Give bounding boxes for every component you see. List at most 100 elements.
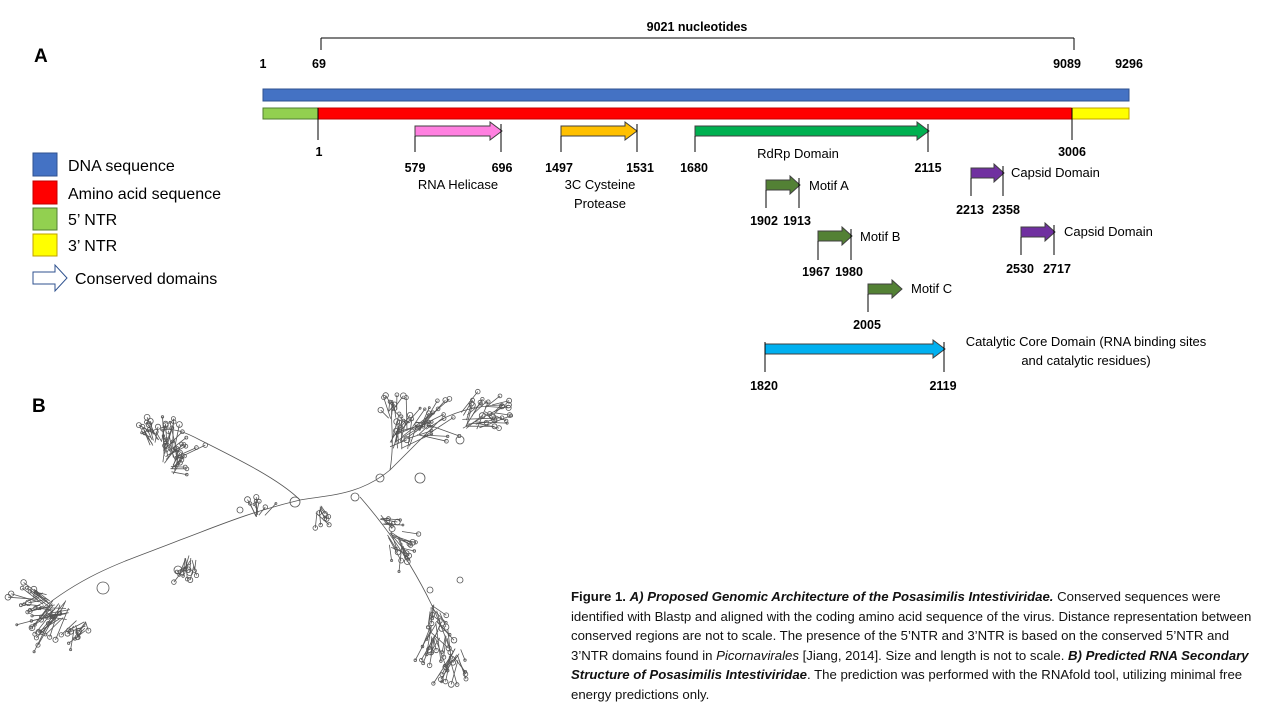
rna-loop xyxy=(443,663,447,668)
rna-stem xyxy=(427,613,431,628)
rna-loop xyxy=(497,393,503,399)
legend-swatch-amino-acid xyxy=(32,180,58,205)
domain-motif-a xyxy=(765,174,801,208)
panel-label-b: B xyxy=(32,396,46,417)
rna-loop xyxy=(194,445,199,450)
rna-loop xyxy=(391,405,398,412)
rna-loop xyxy=(385,516,391,522)
rna-loop xyxy=(69,648,73,652)
capsid-1-end: 2358 xyxy=(992,203,1020,217)
rna-stem xyxy=(417,421,433,428)
rna-loop xyxy=(28,624,36,631)
rna-stem xyxy=(176,447,197,457)
rna-loop xyxy=(67,628,75,635)
rna-stem xyxy=(33,588,51,602)
rna-loop xyxy=(58,632,64,638)
capsid-1-label: Capsid Domain xyxy=(1011,165,1100,180)
rna-loop xyxy=(442,397,449,404)
aa-tick-1: 1 xyxy=(316,145,323,159)
rna-loop xyxy=(170,439,175,444)
rna-loop xyxy=(387,399,392,404)
rna-stem xyxy=(424,400,438,423)
rna-loop xyxy=(425,625,430,630)
rna-loop xyxy=(435,398,440,403)
rna-stem xyxy=(169,422,178,452)
rna-stem xyxy=(68,630,86,644)
rna-stem xyxy=(173,424,180,452)
rna-loop xyxy=(67,641,71,645)
rna-loop xyxy=(403,436,411,444)
motif-c-label: Motif C xyxy=(911,281,952,296)
catalytic-core-arrow xyxy=(764,339,946,359)
rna-loop xyxy=(244,496,251,503)
five-prime-ntr-bar xyxy=(262,107,319,120)
protease-end: 1531 xyxy=(626,161,654,175)
rna-stem xyxy=(85,621,89,631)
rna-stem xyxy=(395,430,398,449)
rna-loop xyxy=(154,423,161,430)
rna-loop xyxy=(440,680,444,684)
rna-loop xyxy=(463,669,468,674)
motif-b-arrow xyxy=(817,225,853,247)
rna-loop xyxy=(493,418,498,423)
rna-loop xyxy=(435,406,441,412)
rna-loop xyxy=(414,472,426,484)
rna-stem xyxy=(396,421,399,444)
rna-loop xyxy=(177,572,182,577)
rna-loop xyxy=(413,658,417,662)
rna-stem xyxy=(462,399,473,416)
rna-stem xyxy=(452,655,466,673)
rna-loop xyxy=(449,659,456,666)
rdrp-start: 1680 xyxy=(680,161,708,175)
rna-loop xyxy=(187,577,194,584)
rna-loop xyxy=(253,494,260,501)
rna-loop xyxy=(428,628,432,632)
rna-stem xyxy=(465,405,473,427)
rna-stem xyxy=(145,421,160,441)
rna-loop xyxy=(500,403,504,407)
rna-stem xyxy=(61,620,77,636)
nt-tick-69: 69 xyxy=(312,57,326,71)
rna-loop xyxy=(375,473,385,483)
rna-loop xyxy=(463,658,467,662)
legend: DNA sequence Amino acid sequence 5’ NTR … xyxy=(32,152,221,293)
rna-loop xyxy=(185,472,189,477)
rna-stem xyxy=(460,649,466,661)
rna-stem xyxy=(390,531,399,553)
rna-stem xyxy=(419,412,430,431)
rna-loop xyxy=(382,392,389,399)
rna-loop xyxy=(400,392,407,400)
rna-loop xyxy=(439,659,443,663)
domain-rdrp xyxy=(694,121,930,152)
rna-loop xyxy=(446,396,453,402)
rna-helicase-end: 696 xyxy=(492,161,513,175)
motif-a-label: Motif A xyxy=(809,178,849,193)
rna-loop xyxy=(451,415,456,420)
rna-loop xyxy=(394,392,400,398)
rna-stem xyxy=(11,593,39,603)
rna-loop xyxy=(180,429,185,435)
rna-loop xyxy=(182,453,187,459)
rna-stem xyxy=(49,604,61,638)
rna-loop xyxy=(180,456,184,460)
rna-stem xyxy=(48,609,70,614)
rna-stem xyxy=(426,623,437,640)
rna-loop xyxy=(170,416,176,422)
rna-loop xyxy=(19,585,25,591)
rna-loop xyxy=(443,612,450,619)
rna-loop xyxy=(456,576,464,584)
legend-label-3ntr: 3’ NTR xyxy=(68,238,117,255)
rna-loop xyxy=(430,432,434,436)
rna-loop xyxy=(480,396,485,402)
rna-stem xyxy=(394,408,397,418)
rna-stem xyxy=(484,411,493,417)
motif-b-end: 1980 xyxy=(835,265,863,279)
protease-arrow xyxy=(560,121,638,141)
rna-loop xyxy=(182,464,188,470)
rna-loop xyxy=(420,644,425,649)
rna-loop xyxy=(394,549,401,556)
rna-stem xyxy=(401,531,419,535)
rna-loop xyxy=(486,399,491,404)
rna-stem xyxy=(423,399,446,425)
rna-stem xyxy=(473,421,508,424)
